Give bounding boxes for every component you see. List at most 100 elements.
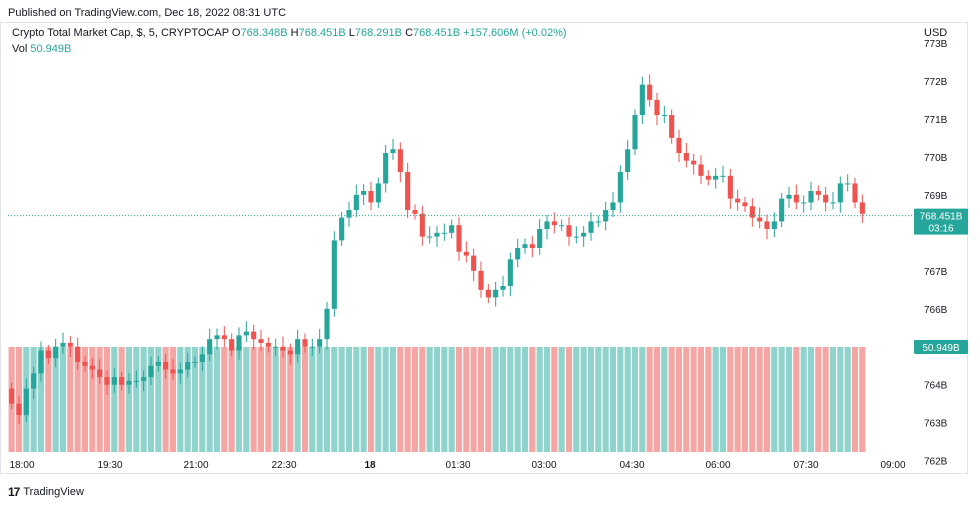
volume-bar xyxy=(37,347,45,452)
volume-bar xyxy=(807,347,815,452)
volume-bar xyxy=(727,347,734,452)
candle-body xyxy=(339,217,345,241)
candle-body xyxy=(133,380,139,382)
candle-body xyxy=(104,377,110,385)
candle-body xyxy=(485,289,491,298)
volume-bar xyxy=(265,347,272,452)
volume-bar xyxy=(800,347,807,452)
candle-body xyxy=(493,289,499,298)
volume-label: 50.949B xyxy=(922,343,960,354)
volume-bar xyxy=(844,347,851,452)
candle-body xyxy=(273,346,279,348)
candle-body xyxy=(375,183,381,203)
candle-body xyxy=(588,221,594,233)
volume-bar xyxy=(426,347,433,452)
candle-body xyxy=(713,175,719,180)
candle-body xyxy=(126,380,132,385)
candle-body xyxy=(280,346,286,351)
y-tick-label: 763B xyxy=(924,419,948,430)
candle-body xyxy=(45,350,51,359)
candle-body xyxy=(801,202,807,204)
candle-body xyxy=(53,346,59,359)
candle-body xyxy=(251,331,257,340)
candle-body xyxy=(610,202,616,211)
volume-bar xyxy=(675,347,683,452)
volume-bar xyxy=(235,347,243,452)
candle-body xyxy=(185,361,191,370)
candle-body xyxy=(639,84,645,116)
volume-bar xyxy=(111,347,118,452)
x-tick-label: 22:30 xyxy=(271,460,296,471)
volume-bar xyxy=(661,347,668,452)
y-tick-label: 769B xyxy=(924,191,948,202)
volume-bar xyxy=(221,347,228,452)
volume-bar xyxy=(521,347,529,452)
y-tick-label: 772B xyxy=(924,77,948,88)
candle-body xyxy=(258,339,264,343)
candle-body xyxy=(170,369,176,374)
volume-value: 50.949B xyxy=(30,43,72,55)
x-tick-label: 01:30 xyxy=(445,460,470,471)
volume-bar xyxy=(815,347,822,452)
candle-body xyxy=(815,191,821,195)
candle-body xyxy=(192,361,198,363)
candle-body xyxy=(859,202,865,214)
volume-bar xyxy=(257,347,265,452)
close-key: C xyxy=(405,27,414,39)
x-tick-label: 18 xyxy=(364,460,376,471)
volume-bar xyxy=(162,347,169,452)
volume-bar xyxy=(734,347,741,452)
volume-bar xyxy=(639,347,646,452)
volume-bar xyxy=(30,347,37,452)
y-tick-label: 762B xyxy=(924,457,948,468)
candle-body xyxy=(75,346,81,362)
volume-bar xyxy=(272,347,279,452)
volume-bar xyxy=(455,347,463,452)
volume-bar xyxy=(433,347,441,452)
candle-body xyxy=(647,84,653,100)
volume-bar xyxy=(353,347,360,452)
volume-bar xyxy=(125,347,133,452)
volume-bar xyxy=(529,347,536,452)
footer-brand[interactable]: 17 TradingView xyxy=(8,485,84,499)
volume-bar xyxy=(404,347,411,452)
candle-body xyxy=(67,342,73,347)
volume-bar xyxy=(712,347,719,452)
candle-body xyxy=(727,175,733,199)
candle-body xyxy=(214,335,220,340)
volume-bar xyxy=(837,347,844,452)
candle-body xyxy=(295,339,301,355)
candle-body xyxy=(500,285,506,290)
volume-bar xyxy=(345,347,353,452)
candle-body xyxy=(837,183,843,203)
candle-body xyxy=(309,346,315,348)
volume-bar xyxy=(279,347,287,452)
candle-body xyxy=(199,354,205,362)
candle-body xyxy=(529,244,535,248)
volume-bar xyxy=(763,347,771,452)
volume-label-box xyxy=(914,340,968,354)
volume-bar xyxy=(859,347,866,452)
candle-body xyxy=(89,365,95,370)
volume-bar xyxy=(719,347,727,452)
symbol-title[interactable]: Crypto Total Market Cap, $, 5, CRYPTOCAP xyxy=(12,27,229,39)
volume-bar xyxy=(74,347,81,452)
candle-body xyxy=(507,259,513,286)
candle-body xyxy=(221,335,227,340)
volume-key[interactable]: Vol xyxy=(12,43,28,55)
published-note: Published on TradingView.com, Dec 18, 20… xyxy=(8,7,287,19)
candle-body xyxy=(317,339,323,347)
x-tick-label: 04:30 xyxy=(619,460,644,471)
candle-body xyxy=(566,225,572,237)
candle-body xyxy=(31,373,37,389)
volume-bar xyxy=(668,347,675,452)
volume-bar xyxy=(389,347,397,452)
candle-body xyxy=(229,339,235,351)
candle-body xyxy=(779,198,785,222)
volume-bar xyxy=(631,347,639,452)
candle-body xyxy=(676,137,682,154)
candle-body xyxy=(823,194,829,203)
x-tick-label: 19:30 xyxy=(97,460,122,471)
volume-bar xyxy=(851,347,859,452)
